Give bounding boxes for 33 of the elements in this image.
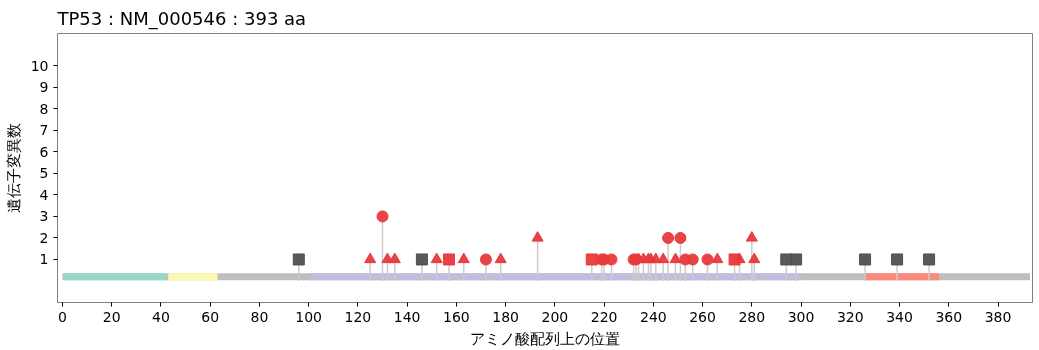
x-tick-label: 180	[492, 308, 519, 325]
y-tick-label: 6	[39, 143, 49, 160]
x-tick-label: 240	[639, 308, 667, 325]
x-axis-title: アミノ酸配列上の位置	[470, 329, 620, 348]
y-tick-label: 8	[39, 100, 49, 117]
y-tick-label: 10	[30, 57, 49, 74]
x-tick-label: 360	[935, 308, 963, 325]
y-tick-label: 1	[39, 251, 49, 268]
x-tick-label: 220	[590, 308, 618, 325]
x-tick-label: 20	[102, 308, 121, 325]
x-tick-label: 0	[57, 308, 67, 325]
chart-title: TP53 : NM_000546 : 393 aa	[56, 7, 307, 30]
x-tick-label: 260	[689, 308, 716, 325]
y-tick-label: 9	[39, 79, 49, 96]
y-tick-label: 2	[39, 229, 49, 246]
y-tick-label: 7	[39, 122, 49, 139]
y-tick-label: 4	[39, 186, 49, 203]
x-tick-label: 80	[250, 308, 269, 325]
x-tick-label: 320	[836, 308, 864, 325]
y-tick-label: 5	[39, 165, 49, 182]
x-tick-label: 380	[984, 308, 1012, 325]
x-tick-label: 200	[541, 308, 569, 325]
x-tick-label: 40	[152, 308, 170, 325]
x-tick-label: 340	[886, 308, 913, 325]
x-tick-label: 120	[344, 308, 372, 325]
x-tick-label: 280	[738, 308, 766, 325]
y-axis-title: 遺伝子変異数	[4, 123, 23, 213]
x-tick-label: 100	[295, 308, 323, 325]
x-tick-label: 140	[393, 308, 421, 325]
x-tick-label: 300	[787, 308, 815, 325]
x-tick-label: 160	[443, 308, 470, 325]
y-tick-label: 3	[39, 208, 49, 225]
x-tick-label: 60	[201, 308, 220, 325]
